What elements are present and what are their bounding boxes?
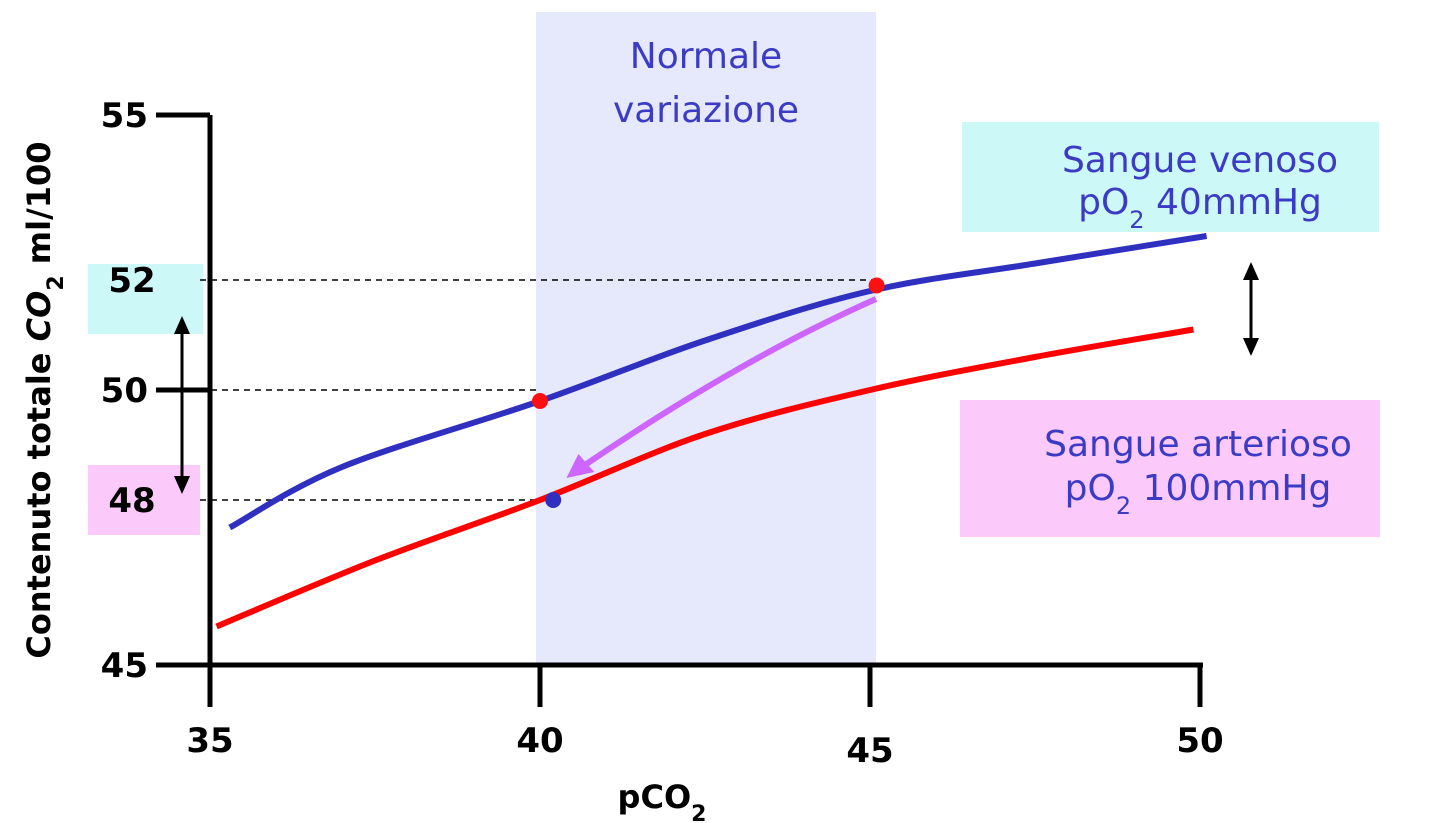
- normal-range-label-line1: Normale: [630, 36, 782, 77]
- arterial-label-box: [960, 400, 1380, 537]
- series-lines: [215, 233, 1208, 630]
- x-tick-label-40: 40: [516, 721, 563, 761]
- transition-arrow: [566, 296, 878, 478]
- y-axis-title: Contenuto totale CO2 ml/100: [20, 141, 69, 658]
- y-marked-label-48: 48: [108, 481, 155, 521]
- y-tick-label-55: 55: [101, 96, 148, 136]
- x-tick-label-35: 35: [186, 721, 233, 761]
- y-marked-label-52: 52: [108, 261, 155, 301]
- transition-arrow-shaft: [578, 296, 878, 471]
- x-axis-title: pCO2: [618, 778, 707, 823]
- reference-lines: [200, 279, 877, 501]
- data-point-1: [532, 393, 548, 409]
- x-tick-label-50: 50: [1176, 721, 1223, 761]
- venous-label-line1: Sangue venoso: [1062, 140, 1338, 181]
- double-arrow-right: [1243, 262, 1259, 356]
- venous-curve: [228, 233, 1208, 531]
- arterial-label-line1: Sangue arterioso: [1044, 424, 1352, 465]
- transition-arrow-head: [566, 454, 595, 478]
- data-point-0: [868, 277, 885, 294]
- y-marked-labels: 52 48: [108, 261, 155, 521]
- venous-label-line2: pO2 40mmHg: [1078, 182, 1322, 234]
- x-ticks: 35 40 45 50: [186, 665, 1224, 771]
- venous-label-box: [962, 122, 1379, 232]
- y-tick-label-45: 45: [101, 646, 148, 686]
- y-ticks: 45 50 55: [101, 96, 210, 686]
- arterial-label-line2: pO2 100mmHg: [1065, 468, 1332, 520]
- data-point-2: [545, 492, 562, 508]
- data-points: [532, 277, 885, 508]
- y-tick-label-50: 50: [101, 371, 148, 411]
- double-arrow-left: [174, 316, 190, 494]
- axes: [156, 115, 1203, 707]
- x-tick-label-45: 45: [846, 731, 893, 771]
- arterial-curve: [215, 326, 1194, 630]
- normal-range-label-line2: variazione: [613, 90, 799, 131]
